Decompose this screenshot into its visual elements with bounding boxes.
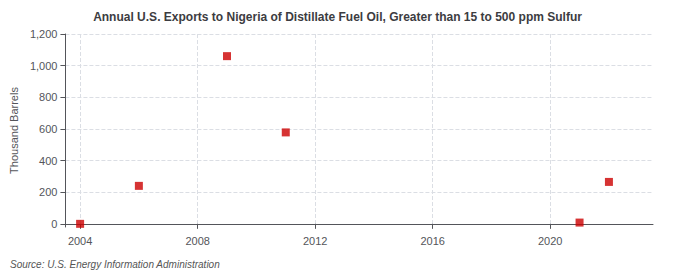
svg-text:1,000: 1,000 — [30, 60, 58, 72]
svg-text:800: 800 — [39, 91, 57, 103]
svg-text:600: 600 — [39, 123, 57, 135]
svg-text:200: 200 — [39, 186, 57, 198]
svg-text:Thousand Barrels: Thousand Barrels — [8, 87, 20, 174]
svg-text:2016: 2016 — [420, 235, 444, 247]
svg-text:400: 400 — [39, 155, 57, 167]
svg-text:2012: 2012 — [303, 235, 327, 247]
svg-text:2020: 2020 — [538, 235, 562, 247]
svg-text:Source: U.S. Energy Informatio: Source: U.S. Energy Information Administ… — [10, 259, 220, 270]
svg-text:Annual U.S. Exports to Nigeria: Annual U.S. Exports to Nigeria of Distil… — [93, 10, 582, 24]
svg-text:0: 0 — [51, 218, 57, 230]
svg-text:2008: 2008 — [185, 235, 209, 247]
svg-text:2004: 2004 — [68, 235, 92, 247]
svg-text:1,200: 1,200 — [30, 28, 58, 40]
